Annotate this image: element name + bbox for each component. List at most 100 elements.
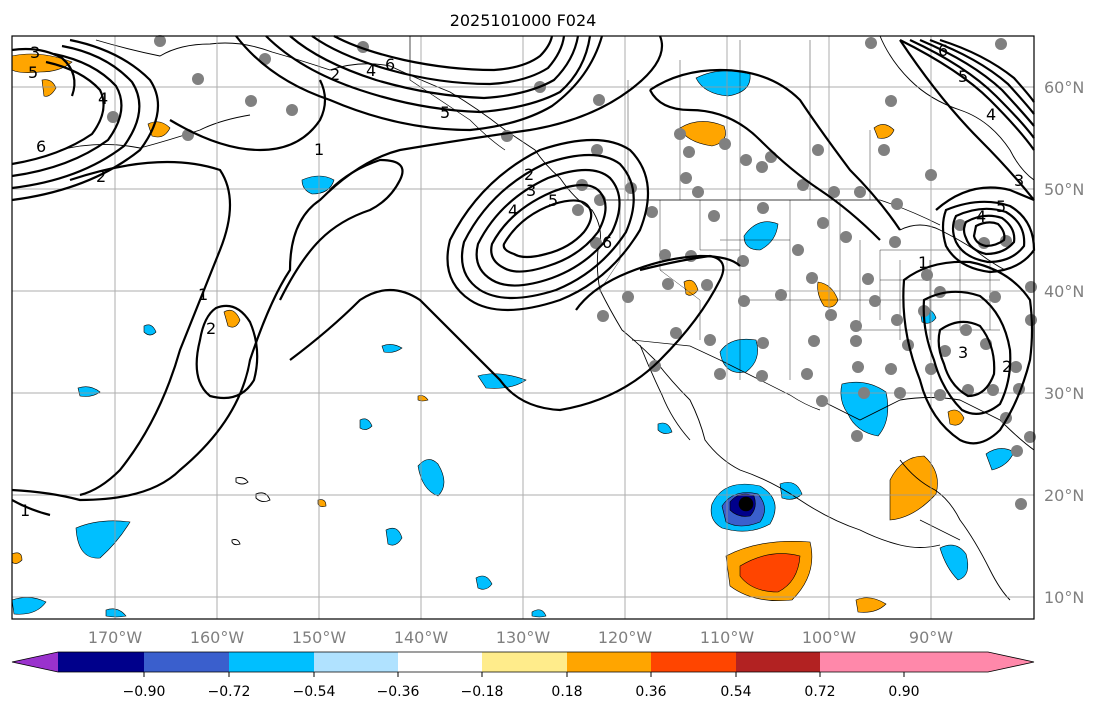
contour-label: 5 [958, 67, 968, 86]
map-frame [11, 35, 1035, 620]
contour-nw-2 [11, 44, 141, 190]
contour-label: 2 [330, 65, 340, 84]
state-lines-west [599, 200, 841, 380]
contour-label: 5 [996, 197, 1006, 216]
contour-pnw-6 [575, 254, 741, 311]
contour-label: 2 [206, 319, 216, 338]
contour-label: 4 [98, 89, 108, 108]
contour-label: 1 [918, 253, 928, 272]
contour-label: 6 [385, 55, 395, 74]
field-blue-pac3 [143, 324, 157, 336]
contour-label: 2 [524, 165, 534, 184]
field-blue-texas [840, 381, 889, 437]
lat-label: 60°N [1044, 78, 1084, 97]
contour-labels: 3 5 4 6 2 2 4 6 5 1 2 3 4 5 6 1 2 1 6 5 … [20, 41, 1024, 520]
colorbar-segment [58, 652, 144, 672]
contour-label: 5 [548, 191, 558, 210]
lon-labels: 170°W 160°W 150°W 140°W 130°W 120°W 110°… [88, 628, 953, 647]
contour-label: 2 [96, 167, 106, 186]
field-blue-pac8 [417, 459, 445, 497]
field-orange-epac2 [855, 597, 887, 613]
colorbar-tick-label: 0.18 [551, 684, 582, 700]
colorbar-segment [820, 652, 904, 672]
coastline-yucatan [899, 459, 1011, 601]
border-us-mexico [631, 339, 821, 411]
contour-cp-1a [11, 35, 664, 502]
shaded-fields [11, 53, 1015, 618]
contour-cp-1b [169, 79, 327, 152]
contour-cp-mid [279, 158, 404, 301]
contour-ne-3 [919, 38, 1035, 127]
contour-nw-3 [11, 52, 123, 178]
contour-label: 4 [508, 201, 518, 220]
colorbar-segment [314, 652, 398, 672]
field-blue-pac16 [531, 609, 547, 618]
field-blue-pac12 [11, 597, 47, 615]
map-title: 2025101000 F024 [450, 11, 597, 30]
field-blue-pac6 [77, 386, 101, 397]
lon-label: 120°W [598, 628, 653, 647]
contour-ne-4 [929, 38, 1035, 115]
field-orange-gulf-mexico [889, 455, 938, 521]
colorbar-segment [144, 652, 229, 672]
contour-cp-2 [195, 304, 259, 400]
lon-label: 140°W [394, 628, 449, 647]
lon-label: 130°W [496, 628, 551, 647]
lon-label: 170°W [88, 628, 143, 647]
lon-label: 150°W [292, 628, 347, 647]
colorbar-tick-label: 0.54 [720, 684, 751, 700]
field-orange-hudson [873, 124, 895, 139]
field-blue-az [719, 338, 758, 373]
coastline-hawaii-3 [231, 539, 241, 546]
contour-label: 6 [938, 41, 948, 60]
coastline-baja [639, 344, 691, 441]
field-blue-pac15 [657, 422, 673, 434]
colorbar-right-arrow [904, 652, 1034, 672]
contour-gl-4 [972, 221, 1006, 248]
colorbar-left-arrow [12, 652, 58, 672]
field-blue-pac9 [75, 520, 131, 559]
border-mexico-guatemala [919, 519, 961, 541]
field-blue-pac7 [359, 418, 373, 430]
contour-cp-big [69, 160, 232, 497]
coastline-hawaii-1 [235, 477, 249, 485]
colorbar-tick-label: 0.90 [888, 684, 919, 700]
lat-label: 40°N [1044, 282, 1084, 301]
contour-label: 4 [366, 61, 376, 80]
contour-label: 6 [36, 137, 46, 156]
contour-ne-5 [939, 38, 1035, 103]
field-blue-pac4 [381, 344, 403, 353]
colorbar-tick-label: −0.72 [208, 684, 251, 700]
lon-label: 100°W [802, 628, 857, 647]
contour-label: 1 [314, 140, 324, 159]
colorbar-segment [398, 652, 482, 672]
colorbar-tick-label: −0.18 [461, 684, 504, 700]
field-blue-pac11 [475, 575, 493, 590]
contour-ak-1 [649, 68, 901, 231]
field-blue-pac10 [385, 527, 403, 546]
contour-gl-5 [935, 186, 1035, 211]
contour-gl-3 [962, 214, 1016, 256]
colorbar-segment [736, 652, 820, 672]
contour-ne-2 [909, 39, 1035, 139]
contour-label: 3 [958, 343, 968, 362]
contour-label: 6 [602, 233, 612, 252]
colorbar-segment [567, 652, 651, 672]
contour-se-3 [937, 320, 996, 398]
colorbar-segment [651, 652, 736, 672]
lat-label: 50°N [1044, 180, 1084, 199]
colorbar-tick-label: −0.36 [377, 684, 420, 700]
field-orange-nw2 [41, 79, 57, 97]
contour-ne-6 [899, 39, 1035, 201]
contour-label: 5 [28, 63, 38, 82]
contour-label: 2 [1002, 357, 1012, 376]
lon-label: 160°W [190, 628, 245, 647]
field-orange-pac2 [223, 309, 241, 328]
field-blue-rockies [743, 221, 779, 251]
field-orange-pac13 [11, 552, 23, 564]
contour-label: 1 [198, 285, 208, 304]
contour-ga-2 [265, 35, 592, 114]
colorbar-segment [482, 652, 567, 672]
colorbar-tick-label: 0.72 [804, 684, 835, 700]
